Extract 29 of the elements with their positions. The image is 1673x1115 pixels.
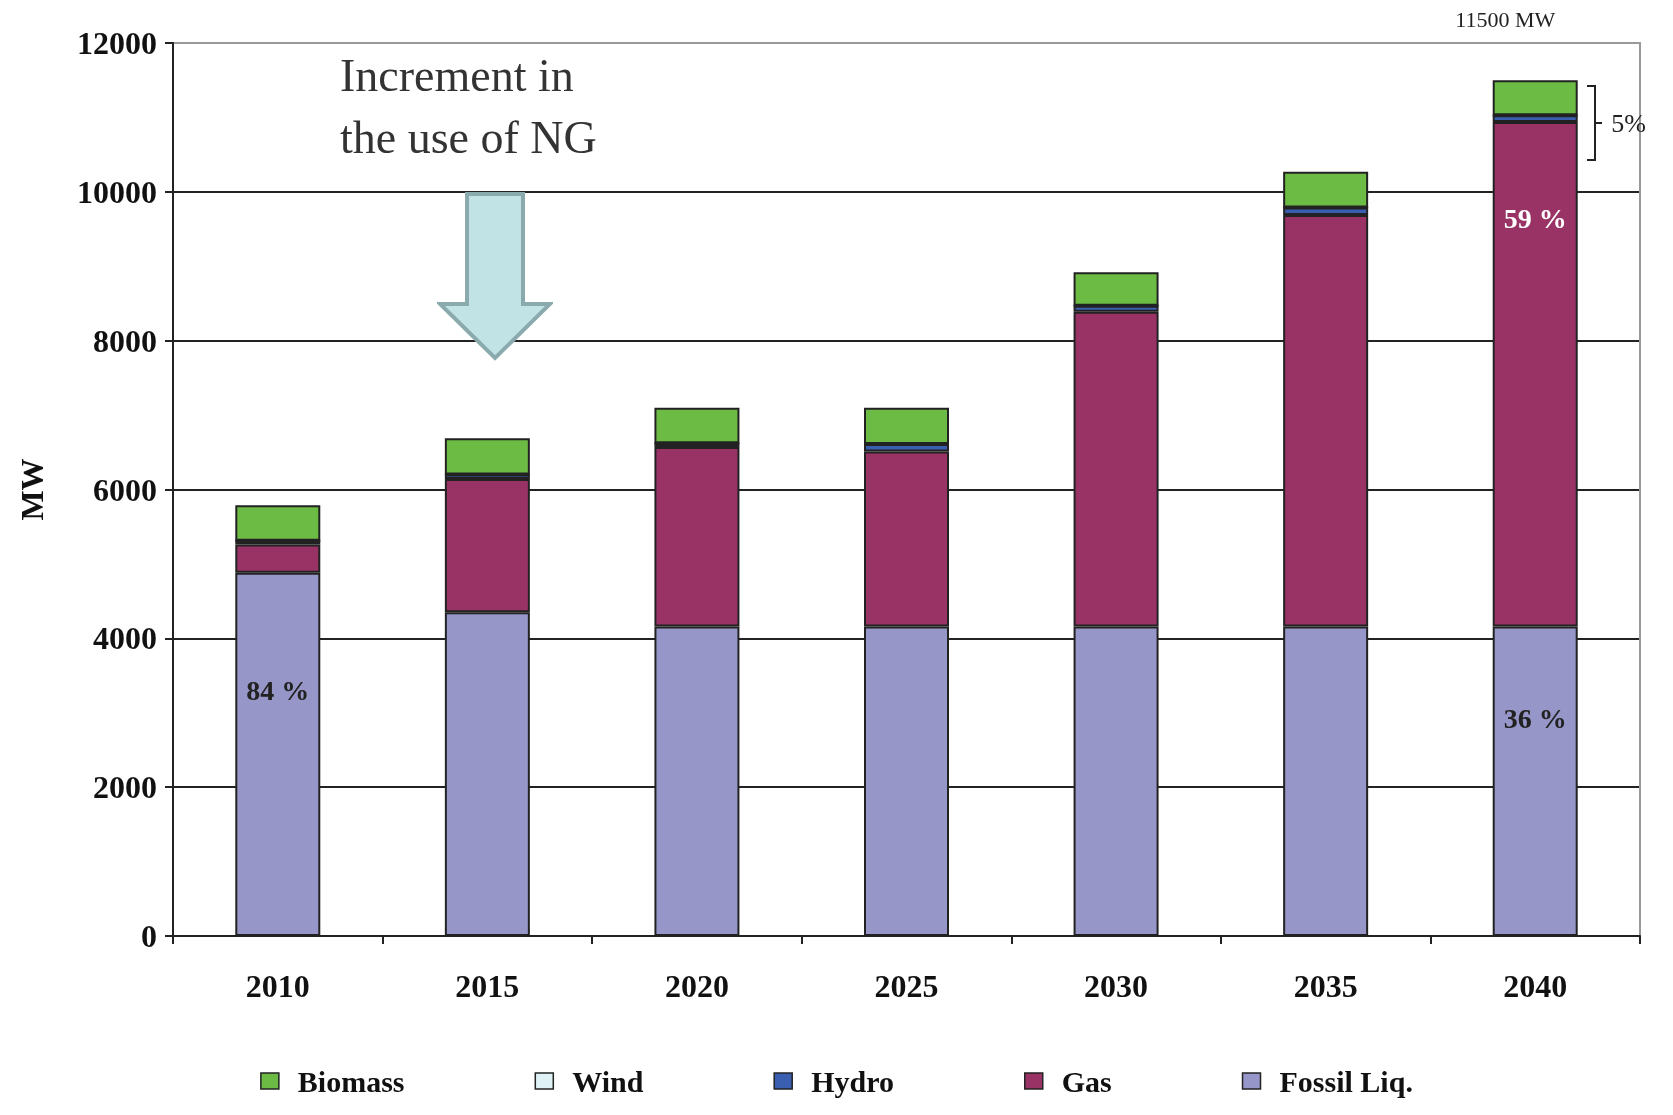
y-axis-title: MW	[14, 458, 50, 521]
y-tick-label: 8000	[93, 322, 157, 359]
bar	[235, 505, 321, 541]
annotation: 5%	[1611, 108, 1646, 138]
legend-label: Gas	[1061, 1064, 1112, 1098]
legend-label: Fossil Liq.	[1279, 1064, 1413, 1098]
annotation: 36 %	[1503, 702, 1567, 734]
legend-label: Biomass	[297, 1064, 405, 1098]
y-tick-label: 6000	[93, 471, 157, 508]
annotation: 11500 MW	[1455, 6, 1556, 32]
x-tick-label: 2035	[1293, 968, 1358, 1004]
annotation: 59 %	[1503, 202, 1567, 234]
x-tick-label: 2040	[1503, 968, 1568, 1004]
y-tick-label: 0	[141, 918, 157, 954]
y-tick-label: 4000	[93, 620, 157, 657]
bar	[654, 407, 740, 444]
x-tick-label: 2030	[1084, 968, 1149, 1004]
annotation: 84 %	[246, 674, 310, 706]
y-tick-label: 10000	[77, 173, 157, 210]
x-tick-label: 2025	[874, 968, 939, 1004]
annotation: Increment in the use of NG	[340, 49, 597, 163]
y-tick-label: 12000	[77, 25, 157, 61]
x-tick-label: 2015	[455, 968, 520, 1004]
x-tick-label: 2010	[245, 968, 310, 1004]
bar	[444, 438, 530, 475]
legend-label: Hydro	[811, 1064, 895, 1098]
legend-label: Wind	[572, 1064, 644, 1098]
x-tick-label: 2020	[664, 968, 729, 1004]
y-tick-label: 2000	[93, 769, 157, 806]
